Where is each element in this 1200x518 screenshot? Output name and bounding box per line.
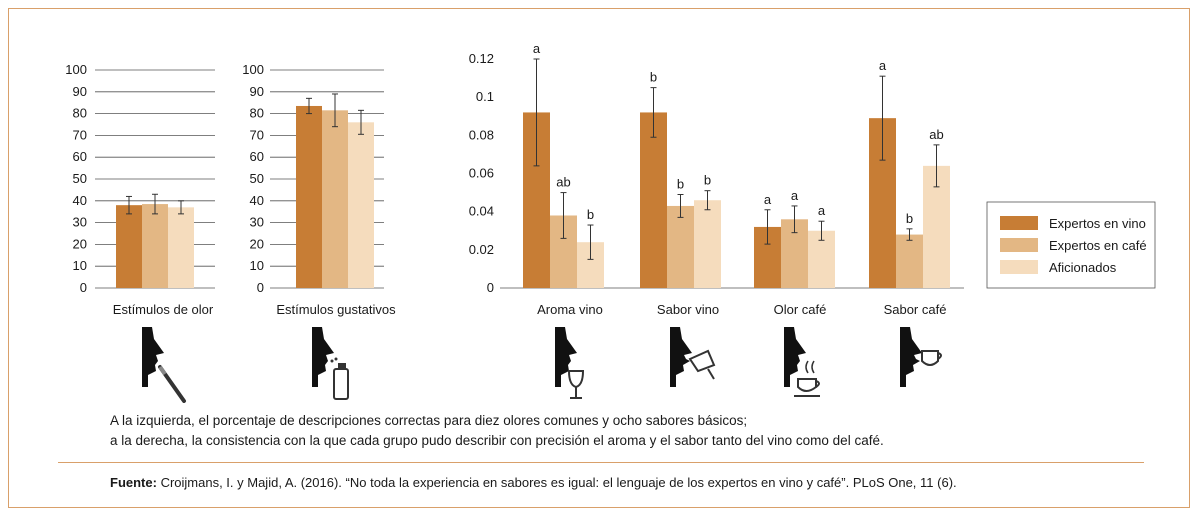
y-tick-label: 70 [250,127,264,142]
nose-coffee-cup-icon [784,327,820,397]
legend-label: Expertos en café [1049,238,1147,253]
significance-label: a [818,203,826,218]
y-tick-label: 0.1 [476,89,494,104]
y-tick-label: 50 [250,171,264,186]
y-tick-label: 40 [250,193,264,208]
y-tick-label: 0.02 [469,242,494,257]
significance-label: b [650,70,657,85]
legend-label: Aficionados [1049,260,1117,275]
y-tick-label: 70 [73,127,87,142]
legend: Expertos en vino Expertos en café Aficiona… [986,201,1156,289]
odor-stimuli-chart: 0 10 20 30 40 50 60 70 80 90 100 Estímulos de olor [65,62,215,317]
nose-pen-icon [142,327,186,403]
caption-line-2: a la derecha, la consistencia con la que… [110,433,884,448]
y-tick-label: 60 [250,149,264,164]
bar [116,205,142,288]
figure-caption: A la izquierda, el porcentaje de descrip… [110,411,1110,451]
source-note: Fuente: Croijmans, I. y Majid, A. (2016)… [110,475,1160,490]
bar [322,110,348,288]
figure-frame [8,8,1190,508]
mouth-wine-glass-icon [670,327,716,387]
mouth-coffee-cup-icon [900,327,942,387]
significance-label: b [906,211,913,226]
y-tick-label: 0 [487,280,494,295]
legend-label: Expertos en vino [1049,216,1146,231]
y-tick-label: 60 [73,149,87,164]
category-label: Estímulos de olor [113,302,214,317]
y-tick-label: 10 [250,258,264,273]
divider [58,462,1144,463]
bar [694,200,721,288]
bar [296,105,322,288]
caption-line-1: A la izquierda, el porcentaje de descrip… [110,413,748,428]
category-label: Olor café [774,302,827,317]
category-label: Sabor vino [657,302,719,317]
y-tick-label: 0.04 [469,204,494,219]
y-tick-label: 20 [250,236,264,251]
bar [640,112,667,288]
significance-label: b [587,207,594,222]
significance-label: ab [556,175,570,190]
legend-swatch [1000,238,1038,252]
bar [667,205,694,288]
y-tick-label: 90 [73,84,87,99]
source-label: Fuente: [110,475,157,490]
y-tick-label: 0.12 [469,51,494,66]
taste-stimuli-chart: 0 10 20 30 40 50 60 70 80 90 100 Estímulos gustativ… [242,62,396,317]
y-tick-label: 30 [250,215,264,230]
significance-label: a [791,188,799,203]
significance-label: a [764,192,772,207]
y-tick-label: 0.08 [469,127,494,142]
y-tick-label: 80 [250,106,264,121]
y-tick-label: 100 [65,62,87,77]
significance-label: b [704,173,711,188]
y-tick-label: 0 [80,280,87,295]
nose-wine-glass-icon [555,327,585,399]
bar [142,204,168,288]
y-tick-label: 50 [73,171,87,186]
y-tick-label: 20 [73,236,87,251]
significance-label: b [677,176,684,191]
y-tick-label: 30 [73,215,87,230]
significance-label: a [533,41,541,56]
nose-spray-icon [312,327,349,400]
category-label: Aroma vino [537,302,603,317]
category-label: Sabor café [884,302,947,317]
bar [896,234,923,288]
significance-label: ab [929,127,943,142]
y-tick-label: 10 [73,258,87,273]
category-label: Estímulos gustativos [276,302,396,317]
y-tick-label: 40 [73,193,87,208]
y-tick-label: 0 [257,280,264,295]
bar [168,207,194,288]
legend-swatch [1000,216,1038,230]
y-tick-label: 80 [73,106,87,121]
y-tick-label: 0.06 [469,166,494,181]
legend-swatch [1000,260,1038,274]
significance-label: a [879,58,887,73]
bar [348,122,374,288]
source-text: Croijmans, I. y Majid, A. (2016). “No to… [156,475,957,490]
y-tick-label: 90 [250,84,264,99]
y-tick-label: 100 [242,62,264,77]
